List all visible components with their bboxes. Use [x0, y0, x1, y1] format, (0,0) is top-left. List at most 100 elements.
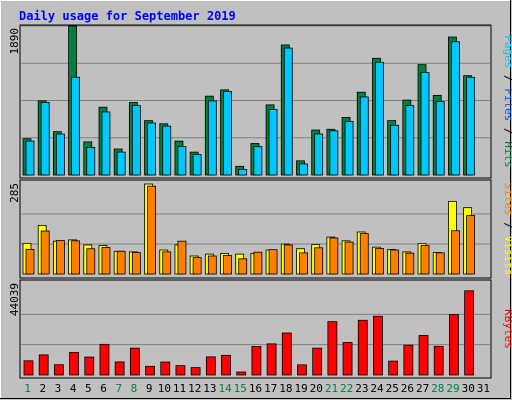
x-tick-label: 23	[355, 382, 368, 395]
bar-kbytes	[84, 356, 95, 376]
bar-files	[147, 122, 156, 176]
bar-sites	[40, 230, 50, 275]
x-tick-label: 1	[24, 382, 31, 395]
x-tick-label: 18	[279, 382, 292, 395]
bar-sites	[405, 252, 415, 275]
x-tick-label: 27	[416, 382, 429, 395]
bar-kbytes	[403, 344, 414, 376]
bar-sites	[223, 254, 232, 275]
x-tick-label: 17	[264, 382, 277, 395]
bar-kbytes	[190, 367, 201, 376]
bar-sites	[238, 258, 248, 275]
bar-kbytes	[357, 319, 368, 376]
x-tick-label: 28	[431, 382, 444, 395]
bar-kbytes	[433, 345, 444, 376]
x-tick-label: 2	[39, 382, 46, 395]
x-tick-label: 22	[340, 382, 353, 395]
bar-files	[268, 109, 278, 176]
bar-sites	[177, 240, 187, 275]
bar-kbytes	[418, 335, 429, 376]
bar-kbytes	[38, 354, 49, 376]
bar-kbytes	[388, 360, 399, 376]
bar-kbytes	[251, 346, 262, 376]
x-tick-label: 24	[370, 382, 384, 395]
x-tick-label: 5	[85, 382, 92, 395]
bar-kbytes	[327, 321, 338, 376]
series-label-part: /	[502, 68, 512, 88]
bar-kbytes	[175, 365, 186, 376]
bar-sites	[162, 251, 172, 275]
bar-kbytes	[114, 361, 125, 376]
bar-files	[329, 130, 339, 176]
series-label-part: Sites	[502, 183, 512, 216]
bar-kbytes	[53, 364, 64, 376]
y-scale-label: 1890	[8, 28, 21, 55]
bar-sites	[329, 237, 339, 275]
bar-sites	[375, 248, 384, 275]
bar-files	[238, 169, 248, 176]
bar-sites	[390, 249, 400, 275]
bar-kbytes	[464, 290, 475, 376]
x-tick-label: 13	[203, 382, 216, 395]
x-tick-label: 20	[310, 382, 323, 395]
bar-kbytes	[23, 360, 34, 376]
bar-files	[253, 146, 263, 176]
bar-files	[162, 125, 172, 176]
bar-sites	[253, 251, 263, 275]
x-tick-label: 9	[146, 382, 153, 395]
bar-sites	[86, 248, 96, 275]
series-label-3: KBytes	[502, 309, 512, 349]
bar-sites	[420, 245, 430, 275]
x-tick-label: 6	[100, 382, 107, 395]
x-tick-label: 11	[173, 382, 186, 395]
bar-files	[299, 163, 308, 176]
bar-kbytes	[99, 343, 110, 376]
bar-files	[55, 133, 65, 176]
bar-kbytes	[373, 315, 383, 376]
x-tick-label: 10	[158, 382, 171, 395]
bar-files	[223, 91, 232, 176]
y-scale-label: 285	[8, 183, 21, 203]
bar-files	[420, 72, 430, 176]
x-tick-label: 14	[218, 382, 232, 395]
bar-kbytes	[160, 361, 171, 376]
bar-sites	[55, 240, 65, 275]
x-tick-label: 31	[477, 382, 490, 395]
series-label-part: /	[502, 216, 512, 236]
bar-files	[435, 101, 445, 176]
bar-sites	[435, 252, 445, 275]
series-label-part: Pages	[502, 35, 512, 68]
bar-files	[405, 105, 415, 176]
bar-sites	[268, 249, 278, 275]
bar-kbytes	[312, 347, 323, 376]
x-tick-label: 3	[55, 382, 62, 395]
bar-sites	[131, 252, 141, 275]
series-label-1: Pages / Files / Hits	[502, 35, 512, 168]
bar-kbytes	[449, 314, 459, 376]
bar-files	[177, 146, 187, 176]
chart-title: Daily usage for September 2019	[19, 9, 236, 23]
y-scale-label: 44039	[8, 283, 21, 316]
bar-sites	[101, 247, 111, 275]
x-tick-label: 21	[325, 382, 338, 395]
bar-kbytes	[266, 343, 277, 376]
x-tick-label: 19	[294, 382, 307, 395]
bar-kbytes	[205, 356, 216, 376]
bar-files	[359, 96, 369, 176]
bar-sites	[25, 248, 35, 275]
bar-kbytes	[221, 354, 231, 376]
bar-sites	[359, 233, 369, 275]
bar-files	[131, 105, 141, 176]
series-label-part: Visits	[502, 236, 512, 276]
bar-sites	[344, 241, 354, 275]
bar-files	[25, 140, 35, 176]
bar-kbytes	[297, 364, 307, 376]
bar-sites	[299, 252, 308, 275]
bar-kbytes	[145, 365, 155, 376]
bar-kbytes	[281, 332, 292, 376]
bar-files	[101, 111, 111, 176]
bar-files	[40, 102, 50, 176]
x-tick-label: 12	[188, 382, 201, 395]
